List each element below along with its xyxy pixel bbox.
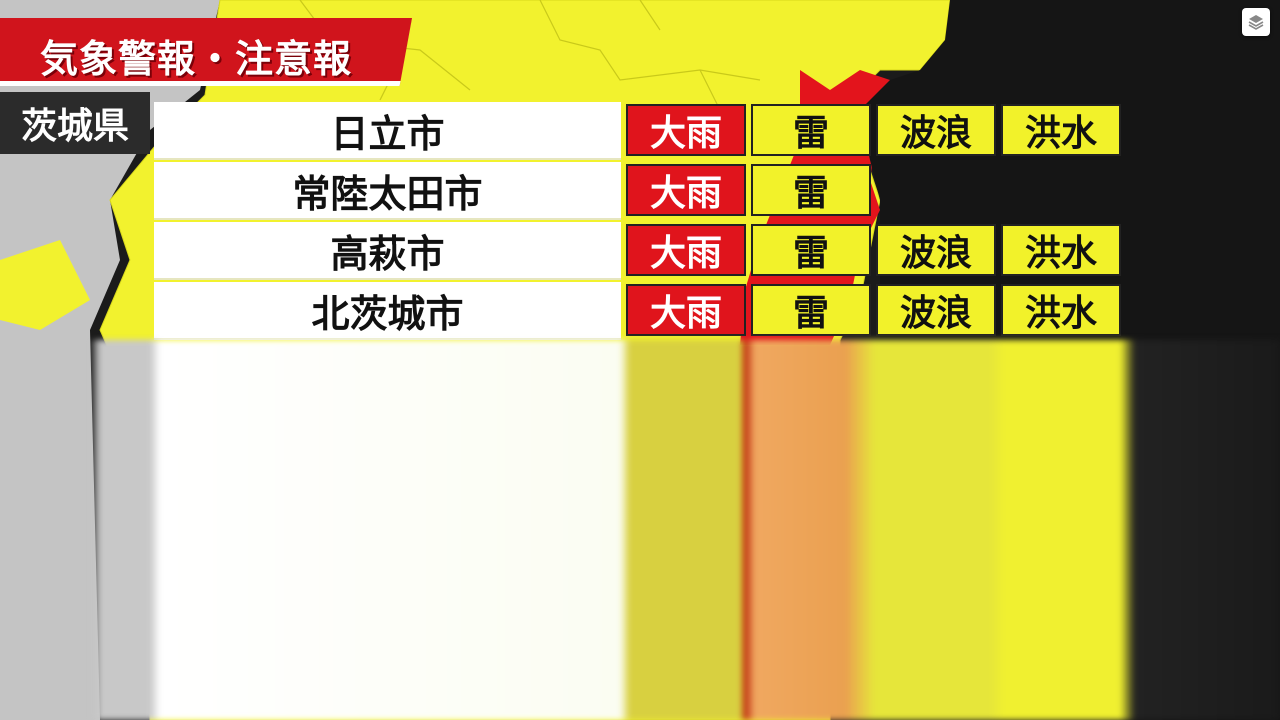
blurred-transition-area [90, 340, 1280, 720]
layers-button[interactable] [1242, 8, 1270, 36]
advisory-badge: 雷 [751, 224, 871, 276]
advisory-badge: 波浪 [876, 104, 996, 156]
advisory-badge: 雷 [751, 284, 871, 336]
table-row: 北茨城市 大雨雷波浪 洪水 [154, 282, 1124, 340]
neighbor-prefecture-land [0, 0, 220, 720]
advisory-badge: 波浪 [876, 284, 996, 336]
advisory-badge: 雷 [751, 104, 871, 156]
warning-badge: 大雨 [626, 104, 746, 156]
city-name: 北茨城市 [154, 282, 621, 340]
city-name: 常陸太田市 [154, 162, 621, 220]
page-title: 気象警報・注意報 [40, 37, 353, 81]
advisory-badge: 雷 [751, 164, 871, 216]
city-name: 日立市 [154, 102, 621, 160]
advisory-badge: 洪水 [1001, 104, 1121, 156]
warning-badge: 大雨 [626, 224, 746, 276]
prefecture-label: 茨城県 [0, 92, 150, 154]
advisory-badge: 波浪 [876, 224, 996, 276]
city-name: 高萩市 [154, 222, 621, 280]
table-row: 高萩市 大雨雷波浪 洪水 [154, 222, 1124, 280]
warning-badge: 大雨 [626, 284, 746, 336]
title-banner: 気象警報・注意報 [0, 18, 412, 86]
warning-badge: 大雨 [626, 164, 746, 216]
advisory-badge: 洪水 [1001, 284, 1121, 336]
layers-icon [1248, 15, 1264, 30]
table-row: 常陸太田市 大雨雷 [154, 162, 1124, 220]
advisory-badge: 洪水 [1001, 224, 1121, 276]
table-row: 日立市 大雨雷波浪 洪水 [154, 102, 1124, 160]
